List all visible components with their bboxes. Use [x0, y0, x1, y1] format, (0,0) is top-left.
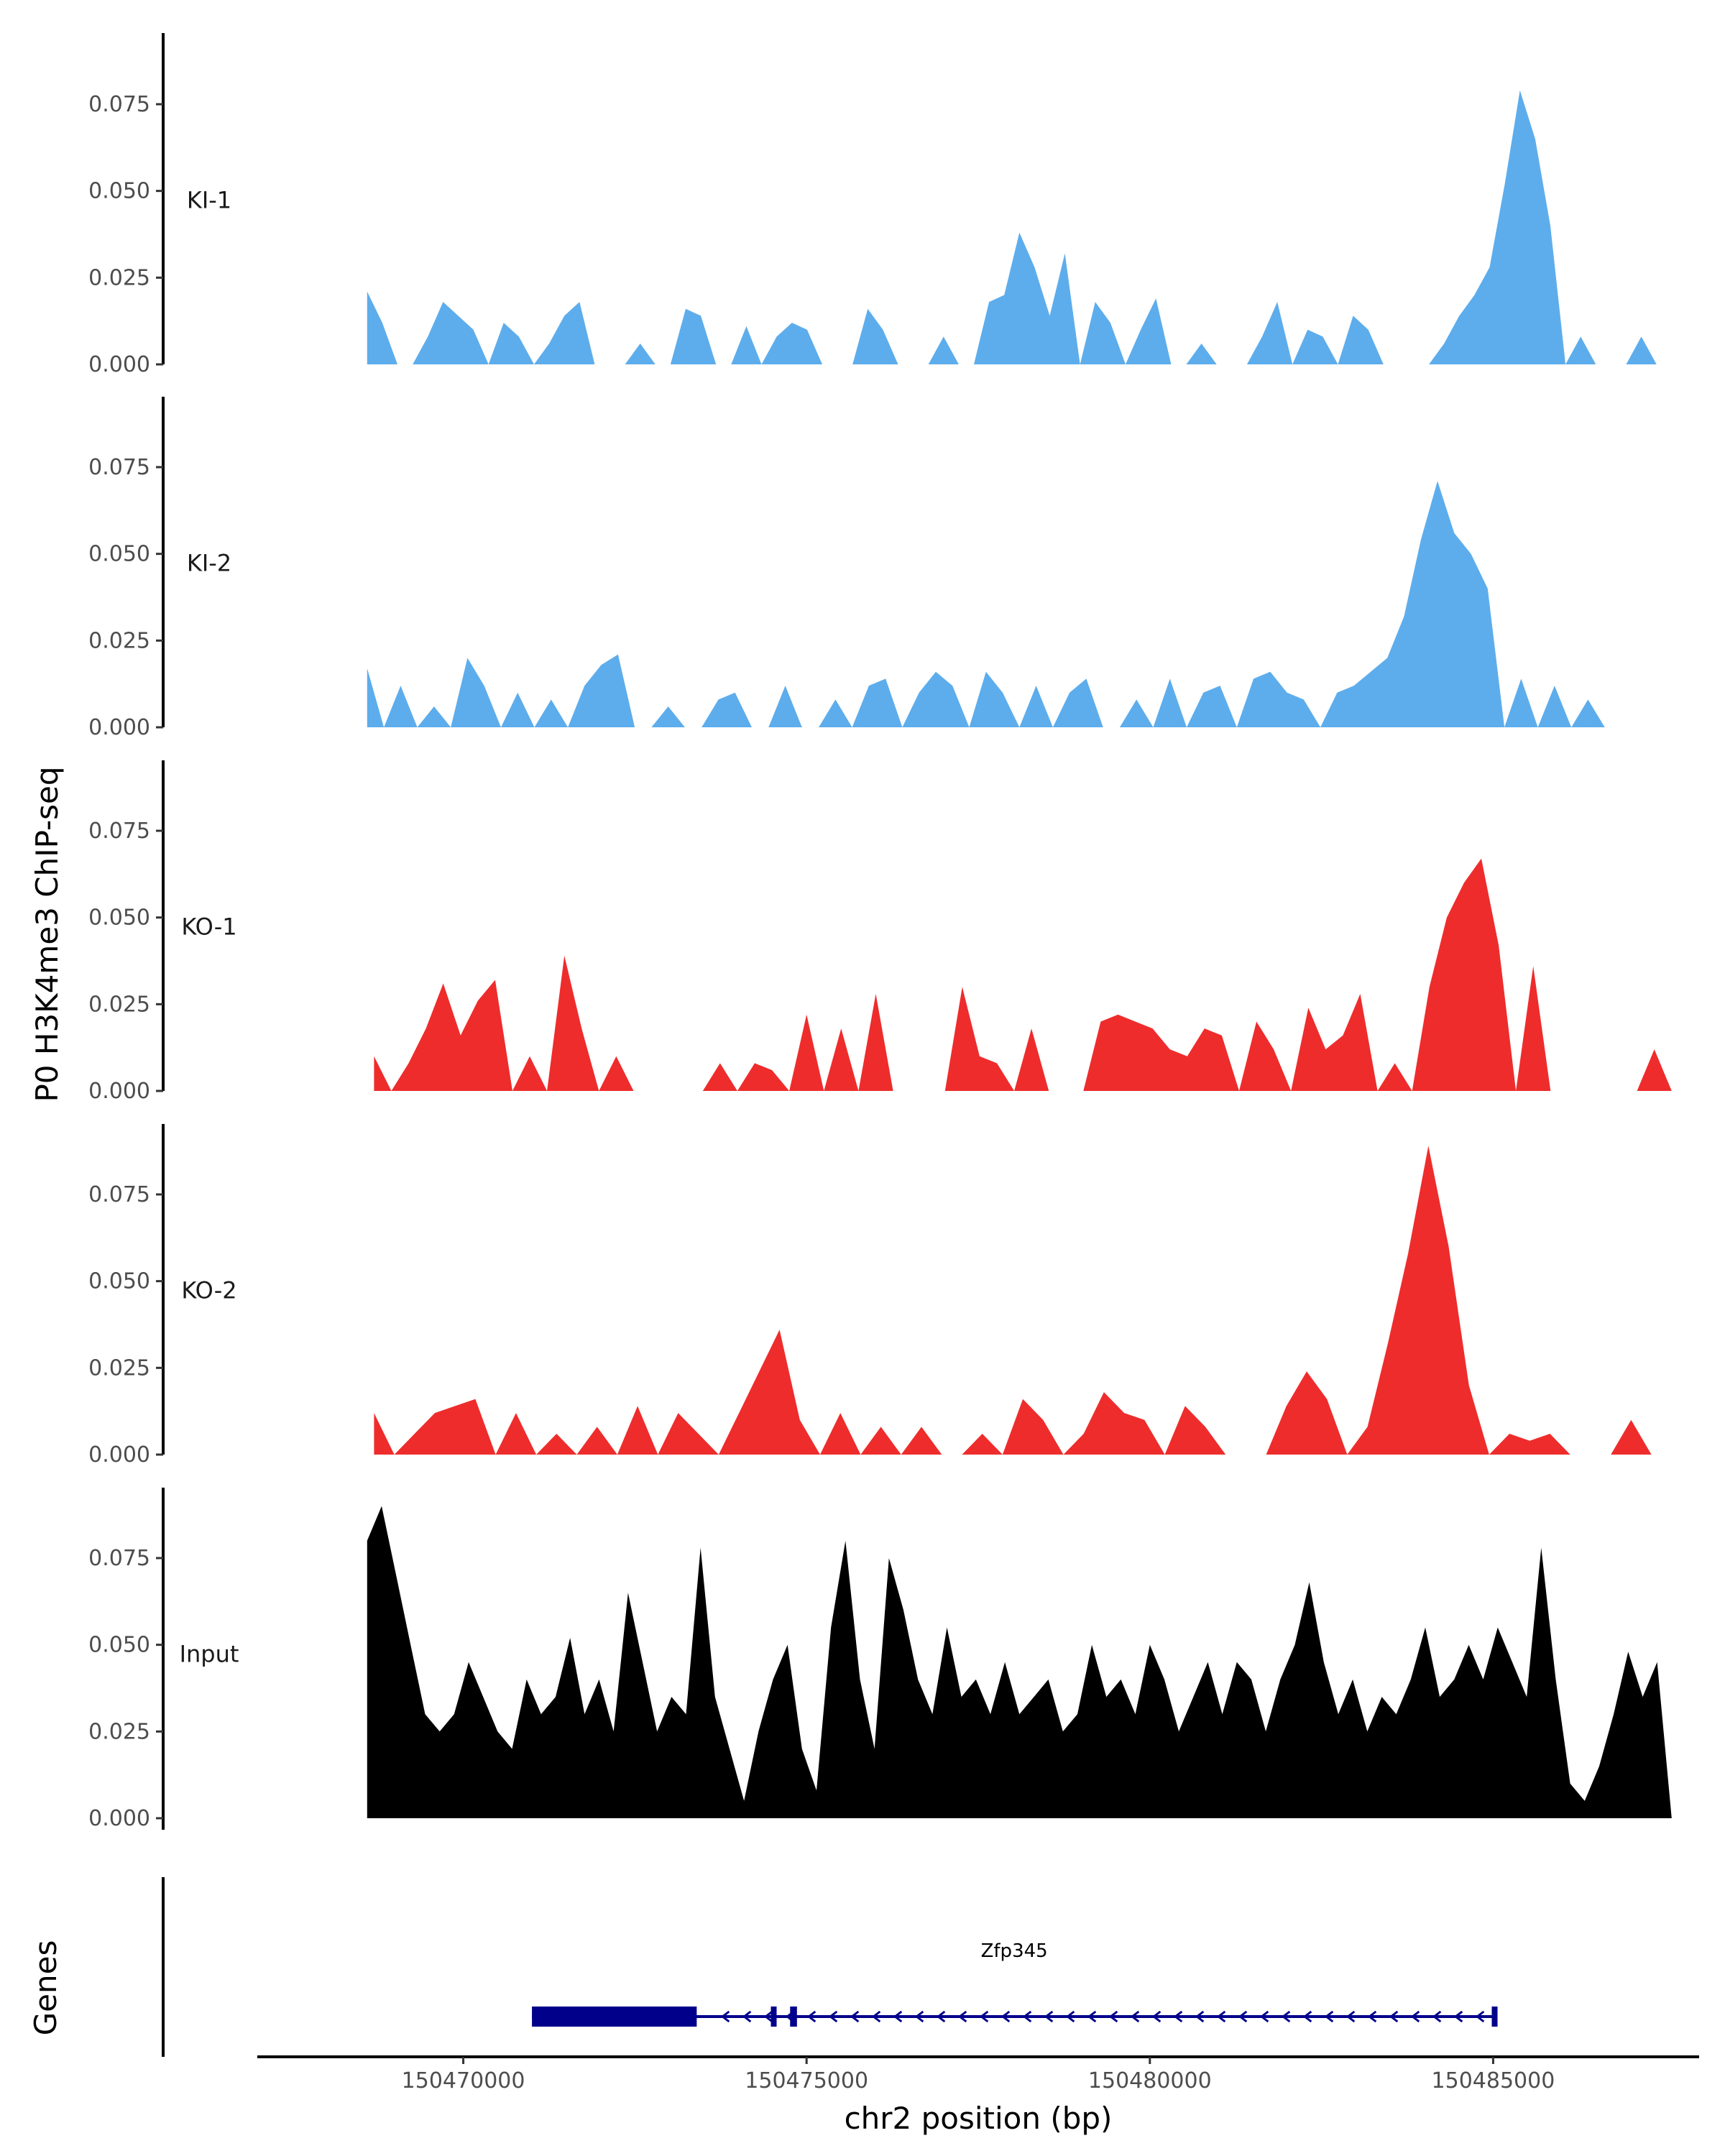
strand-arrow-icon	[1281, 2010, 1291, 2023]
y-axis-title: P0 H3K4me3 ChIP-seq	[29, 766, 65, 1102]
strand-arrow-icon	[1367, 2010, 1377, 2023]
gene-coding-block	[532, 2007, 697, 2027]
strand-arrow-icon	[893, 2010, 903, 2023]
strand-arrow-icon	[957, 2010, 967, 2023]
y-tick-label: 0.050	[88, 906, 150, 931]
y-tick-label: 0.050	[88, 1269, 150, 1294]
strand-arrow-icon	[828, 2010, 838, 2023]
strand-arrow-icon	[1324, 2010, 1334, 2023]
y-tick-label: 0.075	[88, 455, 150, 480]
gene-exon	[1491, 2007, 1498, 2027]
gene-zfp345: Zfp345	[532, 1940, 1498, 2027]
strand-arrow-icon	[720, 2010, 730, 2023]
x-tick-label: 150470000	[402, 2068, 525, 2093]
strand-arrow-icon	[1087, 2010, 1097, 2023]
gene-features: Zfp345	[532, 1940, 1498, 2027]
strand-arrow-icon	[1475, 2010, 1485, 2023]
y-tick-label: 0.050	[88, 179, 150, 204]
strand-arrow-icon	[1022, 2010, 1032, 2023]
strand-arrow-icon	[850, 2010, 860, 2023]
strand-arrow-icon	[1195, 2010, 1205, 2023]
strand-arrow-icon	[1238, 2010, 1248, 2023]
signal-area-ko-2	[374, 1146, 1672, 1455]
track-label: Input	[180, 1641, 239, 1668]
track-label: KO-1	[181, 913, 236, 941]
strand-arrow-icon	[1302, 2010, 1312, 2023]
track-ko-2: 0.000 0.025 0.050 0.075 KO-2	[88, 1124, 1672, 1468]
strand-arrow-icon	[1389, 2010, 1399, 2023]
track-ki-2: 0.000 0.025 0.050 0.075 KI-2	[88, 397, 1672, 740]
signal-area-input	[367, 1506, 1672, 1818]
strand-arrow-icon	[1151, 2010, 1162, 2023]
x-tick-label: 150480000	[1088, 2068, 1212, 2093]
signal-area-ki-1	[367, 90, 1672, 364]
strand-arrow-icon	[785, 2010, 795, 2023]
signal-area-ko-1	[374, 858, 1672, 1091]
strand-arrow-icon	[914, 2010, 924, 2023]
y-tick-label: 0.000	[88, 1079, 150, 1104]
strand-arrow-icon	[1108, 2010, 1118, 2023]
gene-track-title: Genes	[28, 1940, 63, 2036]
strand-arrow-icon	[1432, 2010, 1442, 2023]
track-input: 0.000 0.025 0.050 0.075 Input	[88, 1488, 1672, 1831]
strand-arrow-icon	[979, 2010, 989, 2023]
strand-arrow-icon	[1173, 2010, 1183, 2023]
strand-arrow-icon	[1065, 2010, 1075, 2023]
y-tick-label: 0.025	[88, 628, 150, 653]
y-tick-label: 0.075	[88, 92, 150, 117]
y-tick-label: 0.075	[88, 1546, 150, 1571]
y-tick-label: 0.025	[88, 1719, 150, 1744]
strand-arrow-icon	[1453, 2010, 1463, 2023]
y-tick-label: 0.075	[88, 1182, 150, 1207]
gene-name-label: Zfp345	[981, 1940, 1048, 1962]
strand-arrow-icon	[1130, 2010, 1140, 2023]
strand-arrow-icon	[1044, 2010, 1054, 2023]
y-tick-label: 0.000	[88, 1442, 150, 1468]
track-label: KO-2	[181, 1277, 236, 1304]
y-tick-label: 0.025	[88, 265, 150, 290]
track-ko-1: 0.000 0.025 0.050 0.075 KO-1	[88, 760, 1672, 1104]
gene-exon	[790, 2007, 797, 2027]
strand-arrow-icon	[1259, 2010, 1269, 2023]
y-tick-label: 0.050	[88, 542, 150, 567]
signal-tracks: 0.0000.0250.0500.075KI-10.0000.0250.0500…	[88, 33, 1672, 1831]
y-tick-label: 0.025	[88, 992, 150, 1017]
x-tick-label: 150485000	[1432, 2068, 1555, 2093]
x-tick-label: 150475000	[745, 2068, 868, 2093]
strand-arrow-icon	[1216, 2010, 1226, 2023]
y-tick-label: 0.050	[88, 1633, 150, 1658]
y-tick-label: 0.025	[88, 1355, 150, 1381]
track-ki-1: 0.000 0.025 0.050 0.075 KI-1	[88, 33, 1672, 377]
y-tick-label: 0.000	[88, 715, 150, 740]
strand-arrow-icon	[742, 2010, 752, 2023]
track-label: KI-2	[187, 550, 231, 577]
y-tick-label: 0.000	[88, 352, 150, 377]
strand-arrow-icon	[763, 2010, 773, 2023]
x-axis-title: chr2 position (bp)	[845, 2101, 1113, 2136]
strand-arrow-icon	[806, 2010, 816, 2023]
signal-area-ki-2	[367, 481, 1672, 727]
y-tick-label: 0.000	[88, 1806, 150, 1831]
strand-arrow-icon	[1410, 2010, 1420, 2023]
x-axis: 150470000 150475000 150480000 150485000 chr…	[257, 2055, 1699, 2136]
track-label: KI-1	[187, 187, 231, 214]
strand-arrow-icon	[936, 2010, 946, 2023]
strand-arrow-icon	[1000, 2010, 1011, 2023]
gene-exon	[770, 2007, 777, 2027]
gene-track: Genes Zfp345	[28, 1877, 1498, 2057]
x-axis-ticks: 150470000 150475000 150480000 150485000	[402, 2057, 1555, 2093]
y-tick-label: 0.075	[88, 819, 150, 844]
strand-arrow-icon	[1346, 2010, 1356, 2023]
strand-arrow-icon	[871, 2010, 881, 2023]
